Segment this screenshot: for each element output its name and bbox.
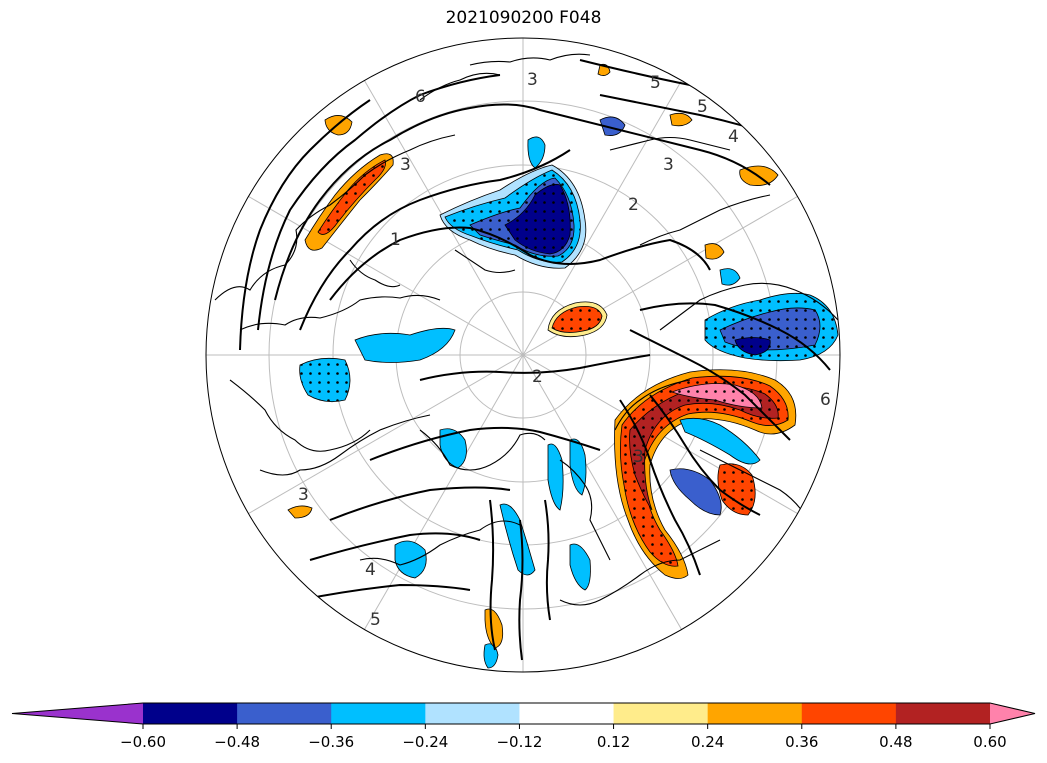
positive-anomaly-region xyxy=(669,112,693,127)
contour-label: 5 xyxy=(370,610,381,630)
contour-label: 3 xyxy=(663,155,674,175)
colorbar-tick-label: −0.36 xyxy=(308,733,355,751)
colorbar-segment xyxy=(331,703,426,724)
negative-anomaly-region xyxy=(719,268,741,286)
negative-anomaly-region xyxy=(527,136,546,169)
contour-labels: 1 2 2 3 3 3 3 3 4 4 5 5 5 6 6 xyxy=(298,70,831,630)
colorbar-extend-low xyxy=(12,703,143,724)
negative-anomaly-region xyxy=(569,438,587,496)
contour-label: 4 xyxy=(365,560,376,580)
colorbar-extend-high xyxy=(990,703,1035,724)
colorbar-tick-label: −0.60 xyxy=(120,733,166,751)
colorbar-tick-label: −0.12 xyxy=(496,733,543,751)
negative-anomaly-region xyxy=(354,327,456,363)
colorbar-segment xyxy=(425,703,520,724)
colorbar-segment xyxy=(237,703,332,724)
colorbar-segment xyxy=(895,703,991,724)
colorbar-segment xyxy=(707,703,803,724)
contour-label: 3 xyxy=(527,70,538,90)
coastlines xyxy=(214,53,839,606)
polar-map: 1 2 2 3 3 3 3 3 4 4 5 5 5 6 6 xyxy=(205,37,841,673)
colorbar-tick-label: 0.60 xyxy=(973,733,1007,751)
negative-anomaly-region xyxy=(394,540,427,579)
contour-label: 6 xyxy=(820,390,831,410)
negative-anomaly-region xyxy=(569,543,591,591)
anomaly-shading xyxy=(287,63,839,669)
negative-anomaly-region xyxy=(599,116,626,136)
colorbar-tick-label: 0.48 xyxy=(879,733,913,751)
contour-label: 3 xyxy=(298,485,309,505)
colorbar-tick-label: −0.24 xyxy=(402,733,449,751)
colorbar-tick-label: −0.48 xyxy=(214,733,261,751)
negative-anomaly-region xyxy=(669,468,722,516)
contour-label: 5 xyxy=(697,97,708,117)
contour-label: 5 xyxy=(650,73,661,93)
contour-label: 4 xyxy=(728,127,739,147)
negative-anomaly-region xyxy=(547,443,564,511)
positive-anomaly-region xyxy=(484,608,504,649)
map-boundary xyxy=(205,37,841,673)
contour-lines xyxy=(239,59,831,661)
contour-label: 2 xyxy=(628,195,639,215)
contour-label: 2 xyxy=(532,367,543,387)
colorbar-outline xyxy=(11,702,1036,725)
colorbar-segment xyxy=(613,703,709,724)
contour-label: 1 xyxy=(390,230,401,250)
contour-label: 6 xyxy=(415,87,426,107)
colorbar-segment xyxy=(143,703,238,724)
contour-label: 3 xyxy=(400,155,411,175)
positive-anomaly-region xyxy=(287,505,313,519)
colorbar-segment xyxy=(519,703,615,724)
negative-anomaly-region xyxy=(499,503,536,576)
positive-anomaly-region xyxy=(704,243,725,260)
contour-label: 3 xyxy=(633,447,644,467)
colorbar-tick-label: 0.36 xyxy=(785,733,819,751)
colorbar-tick-label: 0.12 xyxy=(596,733,631,751)
negative-anomaly-region xyxy=(679,417,761,465)
colorbar-tick-label: 0.24 xyxy=(690,733,725,751)
page-title: 2021090200 F048 xyxy=(445,8,602,28)
colorbar-segment xyxy=(801,703,897,724)
